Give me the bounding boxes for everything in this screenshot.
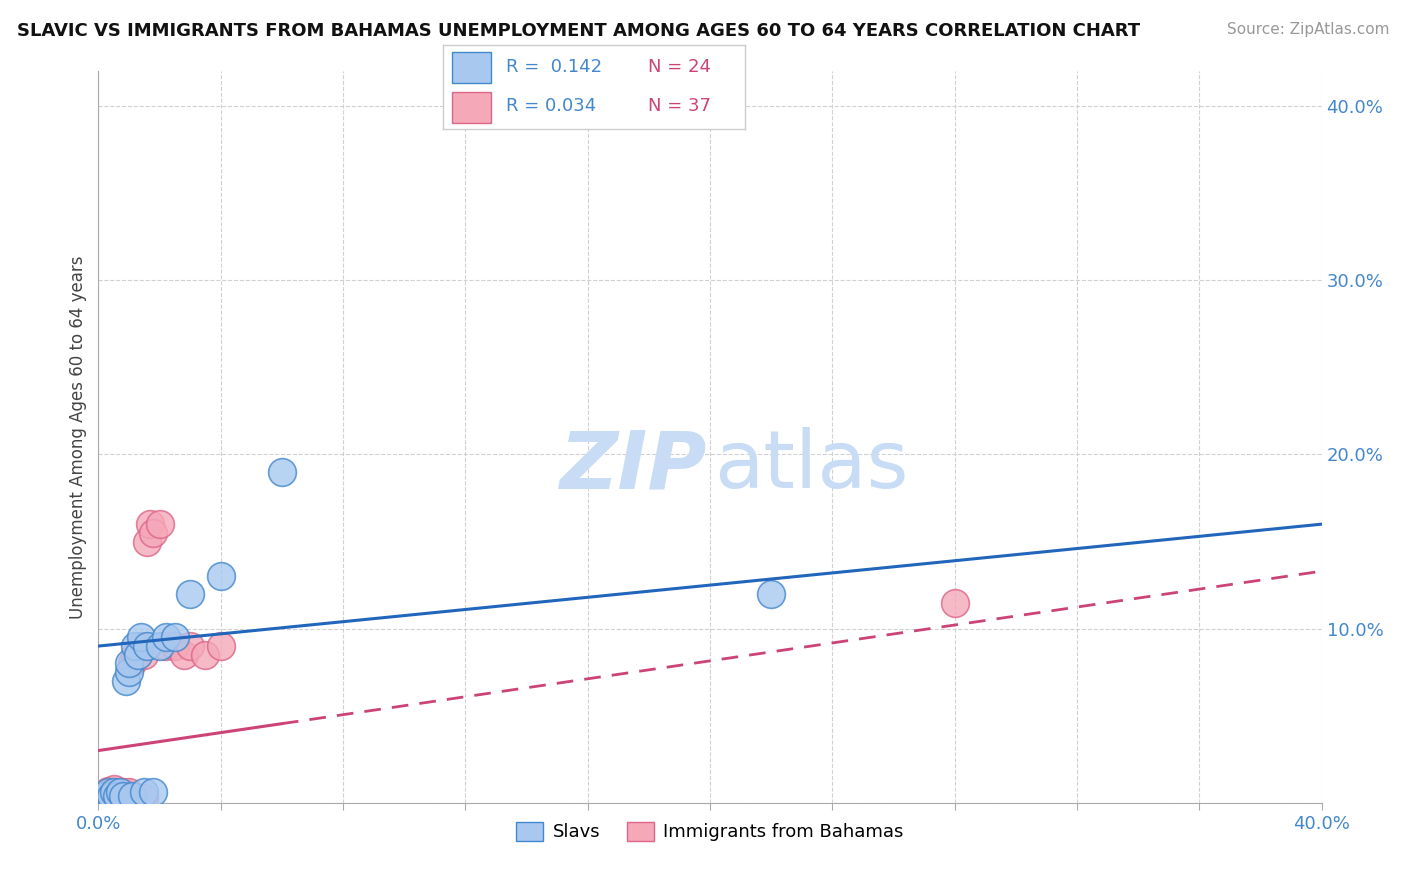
Point — [121, 789, 143, 803]
Point — [118, 665, 141, 680]
Point — [103, 785, 125, 799]
Text: R =  0.142: R = 0.142 — [506, 59, 603, 77]
Point — [93, 789, 115, 803]
Point — [118, 790, 141, 805]
Point — [108, 785, 131, 799]
Point — [134, 648, 156, 662]
Point — [108, 785, 131, 799]
Y-axis label: Unemployment Among Ages 60 to 64 years: Unemployment Among Ages 60 to 64 years — [69, 255, 87, 619]
Point — [209, 639, 232, 653]
Point — [108, 790, 131, 805]
Text: SLAVIC VS IMMIGRANTS FROM BAHAMAS UNEMPLOYMENT AMONG AGES 60 TO 64 YEARS CORRELA: SLAVIC VS IMMIGRANTS FROM BAHAMAS UNEMPL… — [17, 22, 1140, 40]
Point — [97, 787, 120, 801]
Point — [139, 517, 162, 532]
Point — [759, 587, 782, 601]
Point — [155, 639, 177, 653]
Point — [127, 648, 149, 662]
Bar — [451, 92, 491, 122]
Point — [103, 781, 125, 796]
Point — [111, 789, 134, 803]
Point — [155, 631, 177, 645]
Point — [97, 790, 120, 805]
Text: N = 24: N = 24 — [648, 59, 711, 77]
Point — [115, 673, 138, 688]
Text: R = 0.034: R = 0.034 — [506, 96, 596, 114]
Point — [93, 790, 115, 805]
Point — [127, 648, 149, 662]
Point — [118, 657, 141, 671]
Point — [121, 657, 143, 671]
Point — [103, 785, 125, 799]
Point — [93, 787, 115, 801]
Point — [129, 631, 152, 645]
Point — [142, 785, 165, 799]
Text: Source: ZipAtlas.com: Source: ZipAtlas.com — [1226, 22, 1389, 37]
Point — [943, 595, 966, 609]
Point — [136, 534, 159, 549]
Point — [142, 525, 165, 540]
Point — [173, 648, 195, 662]
Text: ZIP: ZIP — [560, 427, 706, 506]
Point — [105, 789, 128, 803]
Point — [124, 648, 146, 662]
Point — [149, 517, 172, 532]
Point — [136, 639, 159, 653]
Point — [115, 790, 138, 805]
Point — [97, 785, 120, 799]
Point — [90, 790, 112, 805]
Point — [100, 790, 122, 805]
Bar — [451, 53, 491, 83]
Point — [124, 639, 146, 653]
Point — [194, 648, 217, 662]
Point — [111, 790, 134, 805]
Point — [179, 587, 201, 601]
Point — [111, 785, 134, 799]
Point — [134, 785, 156, 799]
Point — [100, 789, 122, 803]
Point — [134, 790, 156, 805]
Point — [163, 631, 186, 645]
Point — [149, 639, 172, 653]
Point — [163, 639, 186, 653]
Legend: Slavs, Immigrants from Bahamas: Slavs, Immigrants from Bahamas — [509, 814, 911, 848]
Point — [105, 785, 128, 799]
Text: atlas: atlas — [714, 427, 908, 506]
Point — [105, 790, 128, 805]
Point — [209, 569, 232, 583]
Point — [103, 790, 125, 805]
Point — [129, 639, 152, 653]
Point — [270, 465, 292, 479]
Point — [100, 785, 122, 799]
Point — [179, 639, 201, 653]
Point — [118, 785, 141, 799]
Point — [97, 783, 120, 797]
Text: N = 37: N = 37 — [648, 96, 711, 114]
